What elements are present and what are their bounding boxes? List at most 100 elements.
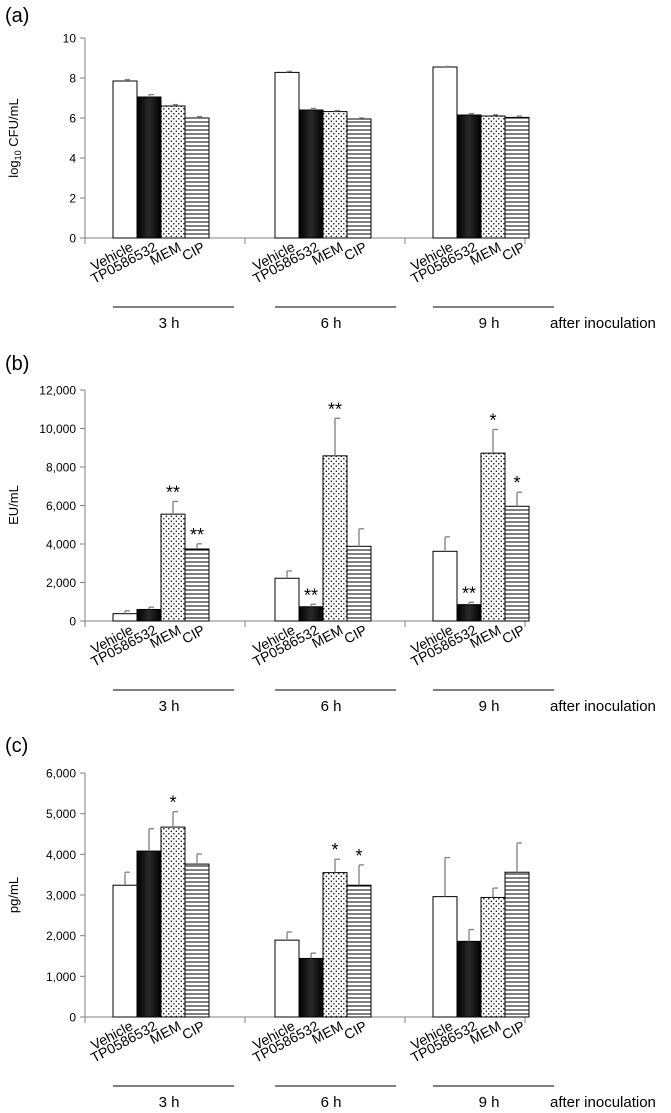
significance-mark: ** [304, 585, 318, 605]
bar-mem [480, 452, 506, 622]
timepoint-label: 3 h [159, 315, 180, 332]
after-inoculation-label: after inoculation [550, 698, 656, 715]
bar-tp0586532 [136, 96, 162, 239]
bar-vehicle [432, 550, 458, 622]
panel-label: (a) [5, 5, 29, 27]
y-axis-label-unit: CFU/mL [6, 98, 21, 150]
timepoint-label: 9 h [479, 1094, 500, 1111]
bar-cip [184, 863, 210, 1018]
bar-mem [322, 111, 348, 239]
y-tick-label: 2 [69, 192, 76, 206]
panel-a: (a)log10 CFU/mL0246810VehicleTP0586532ME… [5, 5, 656, 332]
y-tick-label: 6,000 [46, 767, 76, 781]
bar-label: CIP [179, 239, 207, 264]
timepoint-label: 9 h [479, 698, 500, 715]
y-axis-label-subscript: 10 [13, 150, 23, 160]
bar-tp0586532 [456, 114, 482, 239]
bar-cip [504, 116, 530, 239]
y-axis-label-main: log [6, 160, 21, 177]
bar-vehicle [432, 896, 458, 1018]
panel-label: (b) [5, 353, 29, 375]
timepoint-label: 9 h [479, 315, 500, 332]
y-tick-label: 8 [69, 72, 76, 86]
significance-mark: * [169, 793, 176, 813]
significance-mark: ** [462, 583, 476, 603]
bar-mem [480, 115, 506, 239]
y-tick-label: 0 [69, 1011, 76, 1025]
y-axis-label: pg/mL [6, 877, 21, 913]
bar-label: CIP [341, 622, 369, 647]
significance-mark: * [355, 846, 362, 866]
bar-cip [346, 545, 372, 622]
bar-mem [160, 513, 186, 622]
significance-mark: ** [166, 482, 180, 502]
y-tick-label: 10 [63, 32, 77, 46]
y-tick-label: 8,000 [46, 461, 76, 475]
bar-vehicle [112, 80, 138, 239]
timepoint-label: 6 h [321, 698, 342, 715]
bar-mem [322, 455, 348, 622]
panel-b: (b) EU/mL 0 2,000 4,000 6,000 8,000 10,000 12,00… [5, 353, 656, 715]
y-tick-label: 0 [69, 615, 76, 629]
y-tick-label: 2,000 [46, 929, 76, 943]
y-tick-label: 2,000 [46, 576, 76, 590]
bar-vehicle [274, 71, 300, 239]
y-axis-label-main: pg/mL [6, 877, 21, 913]
bar-cip [184, 117, 210, 239]
y-tick-label: 4,000 [46, 538, 76, 552]
bar-label: CIP [341, 239, 369, 264]
timepoint-label: 6 h [321, 315, 342, 332]
bar-cip [504, 505, 530, 622]
bar-cip [346, 884, 372, 1018]
bar-cip [184, 548, 210, 622]
after-inoculation-label: after inoculation [550, 1094, 656, 1111]
panel-c: (c) pg/mL 0 1,000 2,000 3,000 4,000 5,000 6,000 *… [5, 735, 656, 1111]
y-tick-label: 4 [69, 152, 76, 166]
bar-label: CIP [179, 622, 207, 647]
y-axis-label: log10 CFU/mL [6, 98, 23, 177]
bar-label: CIP [499, 239, 527, 264]
y-tick-label: 6,000 [46, 499, 76, 513]
bar-tp0586532 [298, 606, 324, 622]
bar-label: CIP [499, 1018, 527, 1043]
bar-mem [160, 826, 186, 1018]
bar-tp0586532 [136, 850, 162, 1018]
y-tick-label: 4,000 [46, 848, 76, 862]
significance-mark: * [331, 840, 338, 860]
bar-mem [160, 105, 186, 239]
bar-tp0586532 [298, 109, 324, 239]
bar-cip [346, 118, 372, 239]
y-axis-label-main: EU/mL [6, 485, 21, 525]
significance-mark: * [489, 410, 496, 430]
bar-tp0586532 [456, 940, 482, 1018]
bar-vehicle [274, 577, 300, 622]
y-tick-label: 6 [69, 112, 76, 126]
bar-label: CIP [341, 1018, 369, 1043]
panel-label: (c) [5, 735, 28, 757]
bar-vehicle [432, 66, 458, 239]
y-tick-label: 3,000 [46, 889, 76, 903]
timepoint-label: 3 h [159, 1094, 180, 1111]
bar-mem [322, 872, 348, 1018]
bar-tp0586532 [456, 604, 482, 622]
bar-vehicle [274, 939, 300, 1018]
bar-vehicle [112, 884, 138, 1018]
timepoint-label: 6 h [321, 1094, 342, 1111]
bar-label: CIP [499, 622, 527, 647]
timepoint-label: 3 h [159, 698, 180, 715]
y-tick-label: 10,000 [39, 422, 76, 436]
bar-mem [480, 896, 506, 1018]
y-tick-label: 5,000 [46, 807, 76, 821]
y-axis-label: EU/mL [6, 485, 21, 525]
y-tick-label: 12,000 [39, 384, 76, 398]
significance-mark: ** [190, 525, 204, 545]
after-inoculation-label: after inoculation [550, 315, 656, 332]
significance-mark: ** [328, 399, 342, 419]
bar-tp0586532 [136, 608, 162, 622]
bar-cip [504, 871, 530, 1018]
y-tick-label: 0 [69, 232, 76, 246]
bar-tp0586532 [298, 957, 324, 1018]
bar-label: CIP [179, 1018, 207, 1043]
bar-vehicle [112, 613, 138, 622]
